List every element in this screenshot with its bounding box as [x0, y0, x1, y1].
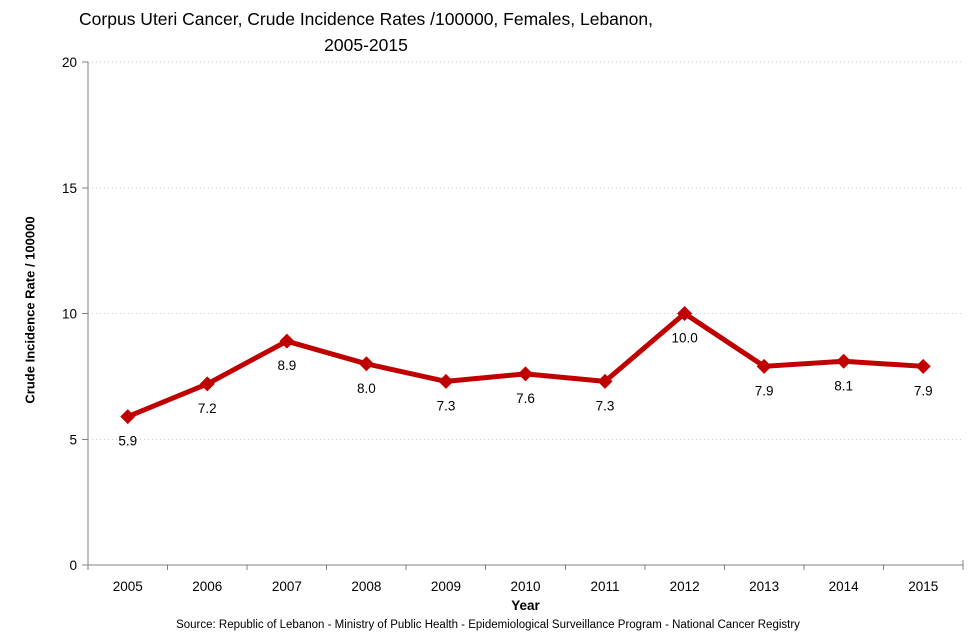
data-label: 8.9	[277, 358, 296, 373]
x-tick-label: 2006	[192, 579, 222, 594]
x-tick-label: 2011	[591, 579, 620, 594]
data-label: 7.3	[596, 398, 615, 413]
data-point-marker	[199, 376, 215, 392]
data-label: 7.6	[516, 391, 535, 406]
x-tick-label: 2014	[829, 579, 860, 594]
x-axis-title: Year	[511, 598, 540, 613]
x-tick-label: 2008	[351, 579, 381, 594]
data-label: 7.2	[198, 401, 217, 416]
x-tick-label: 2013	[749, 579, 779, 594]
data-label: 5.9	[118, 434, 137, 449]
data-label: 7.3	[437, 398, 456, 413]
x-tick-label: 2009	[431, 579, 461, 594]
x-tick-label: 2005	[113, 579, 143, 594]
data-point-marker	[836, 353, 852, 369]
data-point-marker	[120, 409, 136, 425]
data-point-marker	[756, 358, 772, 374]
y-tick-label: 5	[69, 432, 77, 447]
data-point-marker	[279, 333, 295, 349]
x-tick-label: 2012	[670, 579, 700, 594]
chart-title-line2: 2005-2015	[324, 35, 408, 55]
data-label: 8.1	[834, 378, 853, 393]
data-label: 8.0	[357, 381, 376, 396]
y-tick-label: 20	[62, 55, 77, 70]
data-point-marker	[677, 306, 693, 321]
data-point-marker	[438, 373, 454, 389]
x-tick-label: 2015	[908, 579, 938, 594]
data-label: 10.0	[671, 331, 697, 346]
chart-title-line1: Corpus Uteri Cancer, Crude Incidence Rat…	[79, 9, 653, 29]
y-tick-label: 10	[62, 307, 77, 322]
y-tick-label: 0	[69, 558, 77, 573]
x-tick-label: 2007	[272, 579, 302, 594]
data-point-marker	[915, 358, 931, 374]
source-note: Source: Republic of Lebanon - Ministry o…	[176, 619, 800, 631]
data-point-marker	[518, 366, 533, 382]
chart-title: Corpus Uteri Cancer, Crude Incidence Rat…	[10, 6, 722, 58]
data-point-marker	[358, 356, 374, 372]
data-point-marker	[597, 373, 613, 389]
x-tick-label: 2010	[510, 579, 540, 594]
data-label: 7.9	[755, 383, 774, 398]
data-label: 7.9	[914, 383, 933, 398]
y-tick-label: 15	[62, 181, 77, 196]
